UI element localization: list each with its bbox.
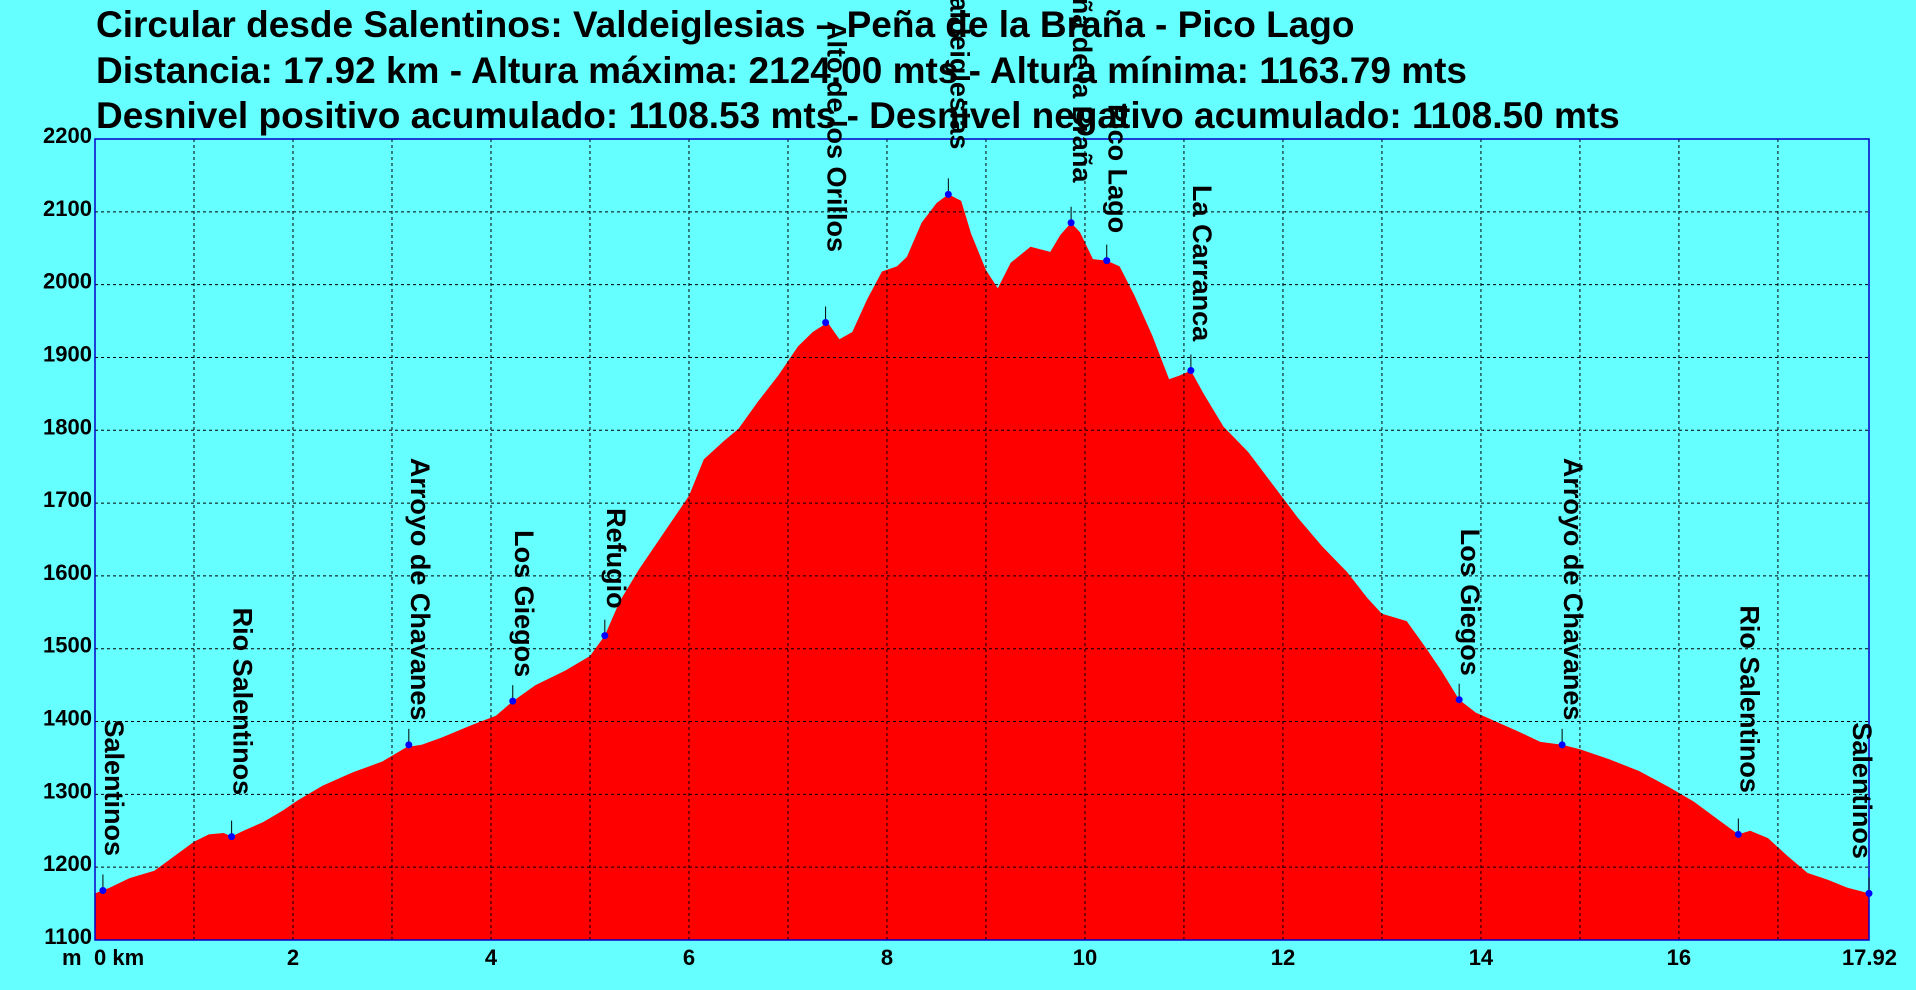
y-tick-label: 1800 xyxy=(43,414,92,439)
x-tick-label: 14 xyxy=(1469,945,1494,970)
chart-title: Circular desde Salentinos: Valdeiglesias… xyxy=(96,4,1355,45)
waypoint: Rio Salentinos xyxy=(1734,605,1764,838)
waypoint-marker xyxy=(1103,257,1111,265)
waypoint-label: Salentinos xyxy=(1847,722,1877,859)
waypoint-label: Los Giegos xyxy=(509,530,539,677)
waypoint-marker xyxy=(1187,367,1195,375)
waypoint: Pico Lago xyxy=(1103,104,1133,265)
waypoint-label: Los Giegos xyxy=(1455,529,1485,676)
waypoint-marker xyxy=(99,886,107,894)
waypoint-marker xyxy=(228,833,236,841)
y-tick-label: 2200 xyxy=(43,123,92,148)
waypoint-label: Alto de los Orillos xyxy=(822,21,852,252)
y-tick-label: 1700 xyxy=(43,487,92,512)
y-tick-label: 2000 xyxy=(43,269,92,294)
x-tick-label: 16 xyxy=(1667,945,1691,970)
waypoint-label: Valdeiglesias xyxy=(944,0,974,149)
waypoint: Los Giegos xyxy=(509,530,539,705)
waypoint: Los Giegos xyxy=(1455,529,1485,704)
waypoint-marker xyxy=(405,741,413,749)
y-unit-label: m xyxy=(62,945,82,970)
y-tick-label: 1900 xyxy=(43,341,92,366)
waypoint-label: Rio Salentinos xyxy=(1734,605,1764,793)
waypoint-label: Salentinos xyxy=(99,719,129,856)
x-tick-label: 6 xyxy=(683,945,695,970)
waypoint-label: Arroyo de Chavanes xyxy=(1558,458,1588,721)
waypoint-label: Arroyo de Chavanes xyxy=(405,458,435,721)
waypoint-label: Rio Salentinos xyxy=(228,608,258,796)
waypoint-marker xyxy=(1865,889,1873,897)
x-tick-label: 12 xyxy=(1271,945,1295,970)
chart-subtitle-distance: Distancia: 17.92 km - Altura máxima: 212… xyxy=(96,50,1467,91)
x-tick-label: 17.92 xyxy=(1842,945,1897,970)
chart-subtitle-elevation: Desnivel positivo acumulado: 1108.53 mts… xyxy=(96,95,1620,136)
waypoint-marker xyxy=(1734,830,1742,838)
y-tick-label: 1100 xyxy=(44,924,92,949)
waypoint-marker xyxy=(509,697,517,705)
x-tick-label: 0 km xyxy=(94,945,144,970)
waypoint-label: Pico Lago xyxy=(1103,104,1133,233)
elevation-area xyxy=(95,194,1869,941)
plot-frame xyxy=(94,138,1870,941)
x-tick-label: 10 xyxy=(1073,945,1097,970)
waypoint-marker xyxy=(822,319,830,327)
waypoint: Salentinos xyxy=(99,719,129,894)
waypoint-marker xyxy=(601,632,609,640)
x-tick-label: 8 xyxy=(881,945,893,970)
waypoint: Peña de la Braña xyxy=(1067,0,1097,227)
waypoint: Arroyo de Chavanes xyxy=(1558,458,1588,749)
waypoint-marker xyxy=(1558,741,1566,749)
waypoint: Rio Salentinos xyxy=(228,608,258,841)
waypoint-label: Refugio xyxy=(601,508,631,609)
waypoint-label: La Carranca xyxy=(1187,185,1217,342)
waypoint: Alto de los Orillos xyxy=(822,21,852,327)
waypoint: La Carranca xyxy=(1187,185,1217,375)
y-tick-label: 2100 xyxy=(43,196,92,221)
x-tick-label: 4 xyxy=(485,945,498,970)
x-tick-label: 2 xyxy=(287,945,299,970)
y-tick-label: 1300 xyxy=(43,778,92,803)
y-tick-label: 1400 xyxy=(43,706,92,731)
waypoint-marker xyxy=(1067,219,1075,227)
waypoint: Valdeiglesias xyxy=(944,0,974,198)
waypoint: Arroyo de Chavanes xyxy=(405,458,435,749)
waypoint-marker xyxy=(944,190,952,198)
y-tick-label: 1200 xyxy=(43,851,92,876)
waypoint: Refugio xyxy=(601,508,631,640)
waypoint-marker xyxy=(1455,696,1463,704)
waypoint: Salentinos xyxy=(1847,722,1877,897)
y-tick-label: 1600 xyxy=(43,560,92,585)
waypoint-label: Peña de la Braña xyxy=(1067,0,1097,183)
y-tick-label: 1500 xyxy=(43,633,92,658)
